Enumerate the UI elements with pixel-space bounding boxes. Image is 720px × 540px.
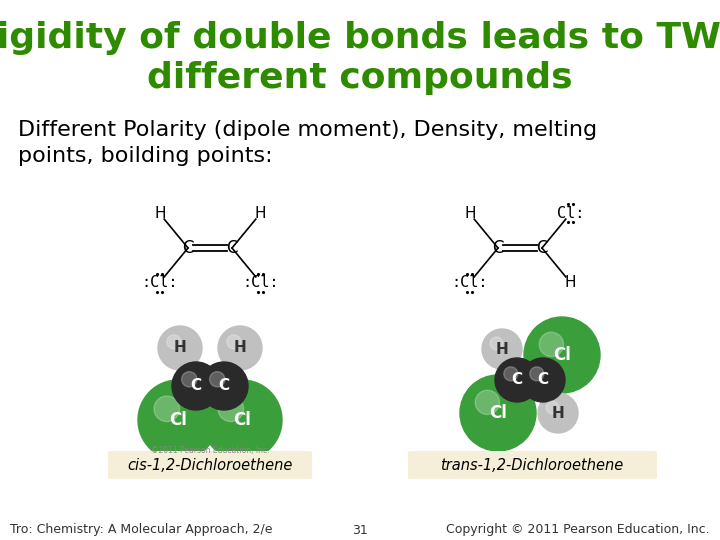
Circle shape xyxy=(154,396,179,422)
Text: H: H xyxy=(174,341,186,355)
Text: Different Polarity (dipole moment), Density, melting
points, boilding points:: Different Polarity (dipole moment), Dens… xyxy=(18,120,597,166)
Circle shape xyxy=(475,390,500,415)
Text: H: H xyxy=(495,341,508,356)
Text: C: C xyxy=(226,239,238,257)
Text: ©2011 Pearson Education, Inc.: ©2011 Pearson Education, Inc. xyxy=(150,446,269,455)
Text: Cl: Cl xyxy=(553,346,571,364)
FancyBboxPatch shape xyxy=(108,451,312,479)
Text: C: C xyxy=(190,379,202,394)
Circle shape xyxy=(530,367,544,381)
Text: :Cl:: :Cl: xyxy=(451,275,487,290)
Text: Cl: Cl xyxy=(233,411,251,429)
Text: C: C xyxy=(536,239,548,257)
Circle shape xyxy=(495,358,539,402)
Circle shape xyxy=(138,380,218,460)
Text: H: H xyxy=(552,406,564,421)
Text: 31: 31 xyxy=(352,523,368,537)
Circle shape xyxy=(504,367,518,381)
Circle shape xyxy=(546,401,559,414)
Text: H: H xyxy=(464,206,476,221)
Text: :Cl:: :Cl: xyxy=(141,275,178,290)
Text: trans-1,2-Dichloroethene: trans-1,2-Dichloroethene xyxy=(441,457,624,472)
Text: Rigidity of double bonds leads to TWO: Rigidity of double bonds leads to TWO xyxy=(0,21,720,55)
FancyBboxPatch shape xyxy=(408,451,657,479)
Circle shape xyxy=(539,332,564,356)
Circle shape xyxy=(181,372,197,387)
Circle shape xyxy=(538,393,578,433)
Circle shape xyxy=(200,362,248,410)
Circle shape xyxy=(210,372,225,387)
Text: cis-1,2-Dichloroethene: cis-1,2-Dichloroethene xyxy=(127,457,293,472)
Text: C: C xyxy=(492,239,504,257)
Text: C: C xyxy=(218,379,230,394)
Text: H: H xyxy=(254,206,266,221)
Circle shape xyxy=(218,396,243,422)
Text: Copyright © 2011 Pearson Education, Inc.: Copyright © 2011 Pearson Education, Inc. xyxy=(446,523,710,537)
Circle shape xyxy=(218,326,262,370)
Text: Cl:: Cl: xyxy=(557,206,584,221)
Circle shape xyxy=(482,329,522,369)
Circle shape xyxy=(521,358,565,402)
Text: different compounds: different compounds xyxy=(147,61,573,95)
Text: Cl: Cl xyxy=(169,411,187,429)
Circle shape xyxy=(490,337,503,350)
Circle shape xyxy=(167,335,181,349)
Circle shape xyxy=(158,326,202,370)
Circle shape xyxy=(172,362,220,410)
Text: C: C xyxy=(511,373,523,388)
Text: Cl: Cl xyxy=(489,404,507,422)
Text: C: C xyxy=(182,239,194,257)
Text: :Cl:: :Cl: xyxy=(243,275,279,290)
Text: H: H xyxy=(564,275,576,289)
Circle shape xyxy=(524,317,600,393)
Text: H: H xyxy=(154,206,166,221)
Circle shape xyxy=(460,375,536,451)
Text: C: C xyxy=(537,373,549,388)
Circle shape xyxy=(227,335,241,349)
Circle shape xyxy=(202,380,282,460)
Text: Tro: Chemistry: A Molecular Approach, 2/e: Tro: Chemistry: A Molecular Approach, 2/… xyxy=(10,523,272,537)
Text: H: H xyxy=(233,341,246,355)
